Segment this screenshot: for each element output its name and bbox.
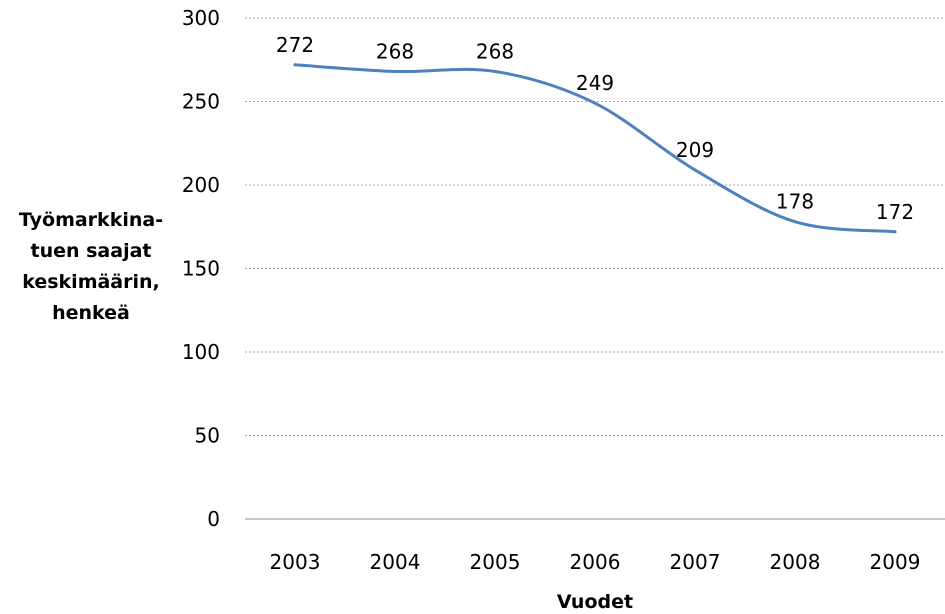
data-label-2007: 209 [676,138,714,162]
data-point-2006 [593,101,597,105]
x-tick-label: 2007 [670,550,721,574]
data-label-2003: 272 [276,33,314,57]
x-tick-label: 2009 [870,550,921,574]
y-axis-title-line: Työmarkkina- [19,209,163,231]
x-tick-label: 2008 [770,550,821,574]
y-tick-label: 50 [195,424,220,448]
y-tick-label: 150 [182,257,220,281]
x-tick-label: 2004 [370,550,421,574]
data-point-2005 [493,69,497,73]
x-axis-title: Vuodet [557,591,633,613]
y-axis-ticks: 0 50 100 150 200 250 300 [182,6,220,531]
data-label-2008: 178 [776,190,814,214]
data-point-2008 [793,220,797,224]
data-point-2009 [893,230,897,234]
y-tick-label: 300 [182,6,220,30]
y-tick-label: 200 [182,173,220,197]
x-tick-label: 2003 [270,550,321,574]
y-axis-title-line: henkeä [52,302,130,324]
data-label-2009: 172 [876,200,914,224]
x-tick-label: 2005 [470,550,521,574]
data-label-2006: 249 [576,71,614,95]
x-tick-label: 2006 [570,550,621,574]
y-axis-title-line: tuen saajat [30,240,151,262]
y-axis-title: Työmarkkina-tuen saajat keskimäärin, henke… [19,209,163,324]
data-label-2005: 268 [476,39,514,63]
x-axis-ticks: 2003 2004 2005 2006 2007 2008 2009 [270,550,921,574]
series-layer [293,63,897,234]
data-point-2007 [693,168,697,172]
data-labels: 272 268 268 249 209 178 172 [276,33,914,224]
data-label-2004: 268 [376,39,414,63]
y-tick-label: 250 [182,90,220,114]
data-point-2004 [393,69,397,73]
data-point-2003 [293,63,297,67]
y-tick-label: 0 [207,507,220,531]
y-axis-title-line: keskimäärin, [22,271,160,293]
y-tick-label: 100 [182,340,220,364]
